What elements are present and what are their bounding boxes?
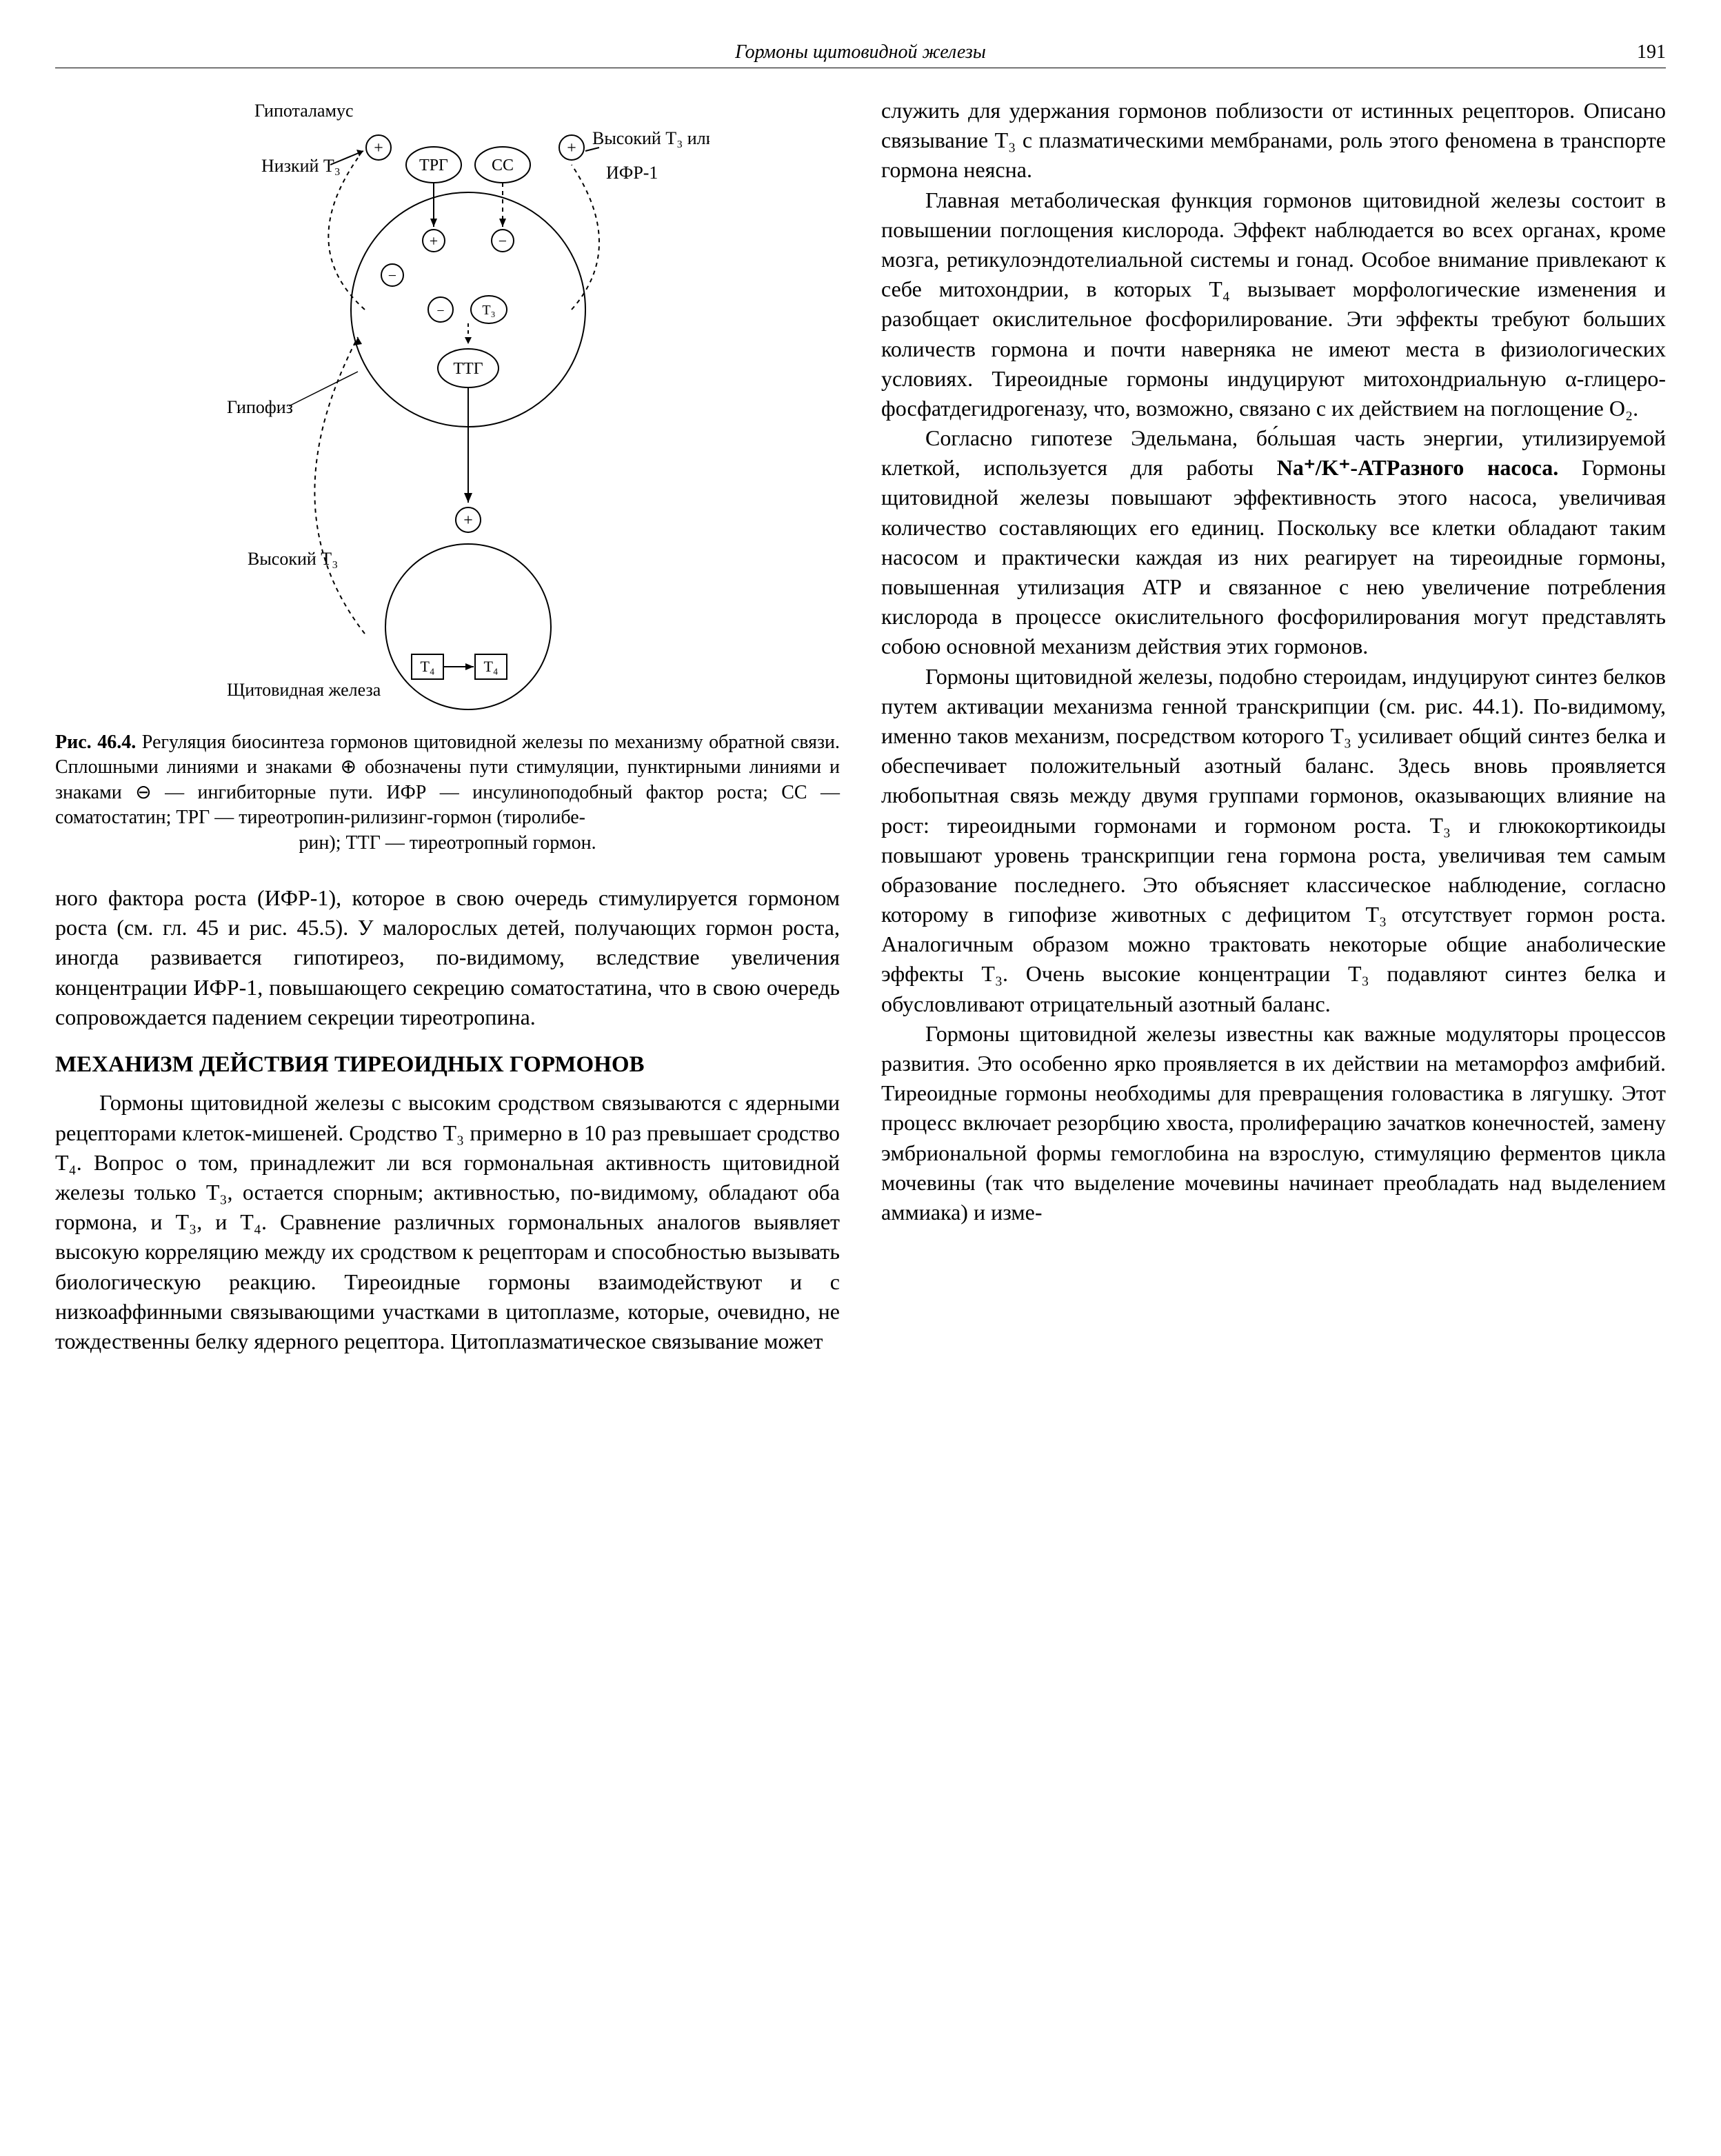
header-title: Гормоны щитовидной железы [735, 41, 986, 63]
plus-icon: + [430, 232, 438, 250]
caption-text-1: Регуляция биосинтеза гормонов щитовидной… [55, 732, 840, 828]
caption-text-2: рин); ТТГ — тиреотропный гормон. [55, 831, 840, 856]
right-column: служить для удержания гормонов поблизост… [881, 96, 1666, 1356]
minus-icon: − [388, 267, 396, 284]
two-column-layout: Гипоталамус + ТРГ СС + Низкий T₃ [55, 96, 1666, 1356]
caption-label: Рис. 46.4. [55, 732, 136, 753]
right-p3: Согласно гипотезе Эдельмана, бо́льшая ча… [881, 423, 1666, 662]
page-number: 191 [1637, 41, 1666, 63]
label-cc: СС [492, 157, 514, 174]
label-trg: ТРГ [419, 157, 448, 174]
figure-diagram: Гипоталамус + ТРГ СС + Низкий T₃ [185, 96, 709, 716]
figure-46-4: Гипоталамус + ТРГ СС + Низкий T₃ [55, 96, 840, 856]
label-t4-b: T₄ [483, 658, 498, 675]
left-column: Гипоталамус + ТРГ СС + Низкий T₃ [55, 96, 840, 1356]
plus-icon: + [374, 139, 383, 157]
right-p4: Гормоны щитовидной железы, подобно стеро… [881, 662, 1666, 1019]
minus-icon: − [499, 232, 507, 250]
right-p3-bold: Na⁺/K⁺-АТРазного насоса. [1277, 455, 1559, 480]
label-pituitary: Гипофиз [227, 397, 293, 417]
minus-icon: − [436, 303, 444, 319]
label-ifr1: ИФР-1 [606, 163, 658, 183]
right-p1: служить для удержания гормонов поблизост… [881, 96, 1666, 185]
label-low-t3: Низкий T₃ [261, 156, 341, 176]
left-p1: ного фактора роста (ИФР-1), которое в св… [55, 883, 840, 1032]
left-p2: Гормоны щитовидной железы с высоким срод… [55, 1088, 840, 1356]
running-header: Гормоны щитовидной железы 191 [55, 41, 1666, 63]
label-hypothalamus: Гипоталамус [254, 101, 353, 121]
right-p3b: Гормоны щитовидной железы повышают эффек… [881, 455, 1666, 658]
label-thyroid: Щитовидная железа [227, 680, 381, 700]
label-high-t3-t4: Высокий T₃ или T₄ [592, 128, 709, 148]
figure-caption: Рис. 46.4. Регуляция биосинтеза гормонов… [55, 730, 840, 856]
label-t3-inner: T₃ [482, 303, 495, 318]
right-p5: Гормоны щитовидной железы известны как в… [881, 1019, 1666, 1227]
plus-icon: + [567, 139, 576, 157]
label-ttg: ТТГ [453, 360, 483, 378]
page: Гормоны щитовидной железы 191 Гипоталаму… [55, 41, 1666, 1356]
label-t4: T₄ [420, 658, 434, 675]
right-p2: Главная метаболическая функция гормонов … [881, 185, 1666, 424]
section-heading: МЕХАНИЗМ ДЕЙСТВИЯ ТИРЕОИДНЫХ ГОРМОНОВ [55, 1051, 840, 1079]
plus-icon: + [463, 512, 473, 530]
